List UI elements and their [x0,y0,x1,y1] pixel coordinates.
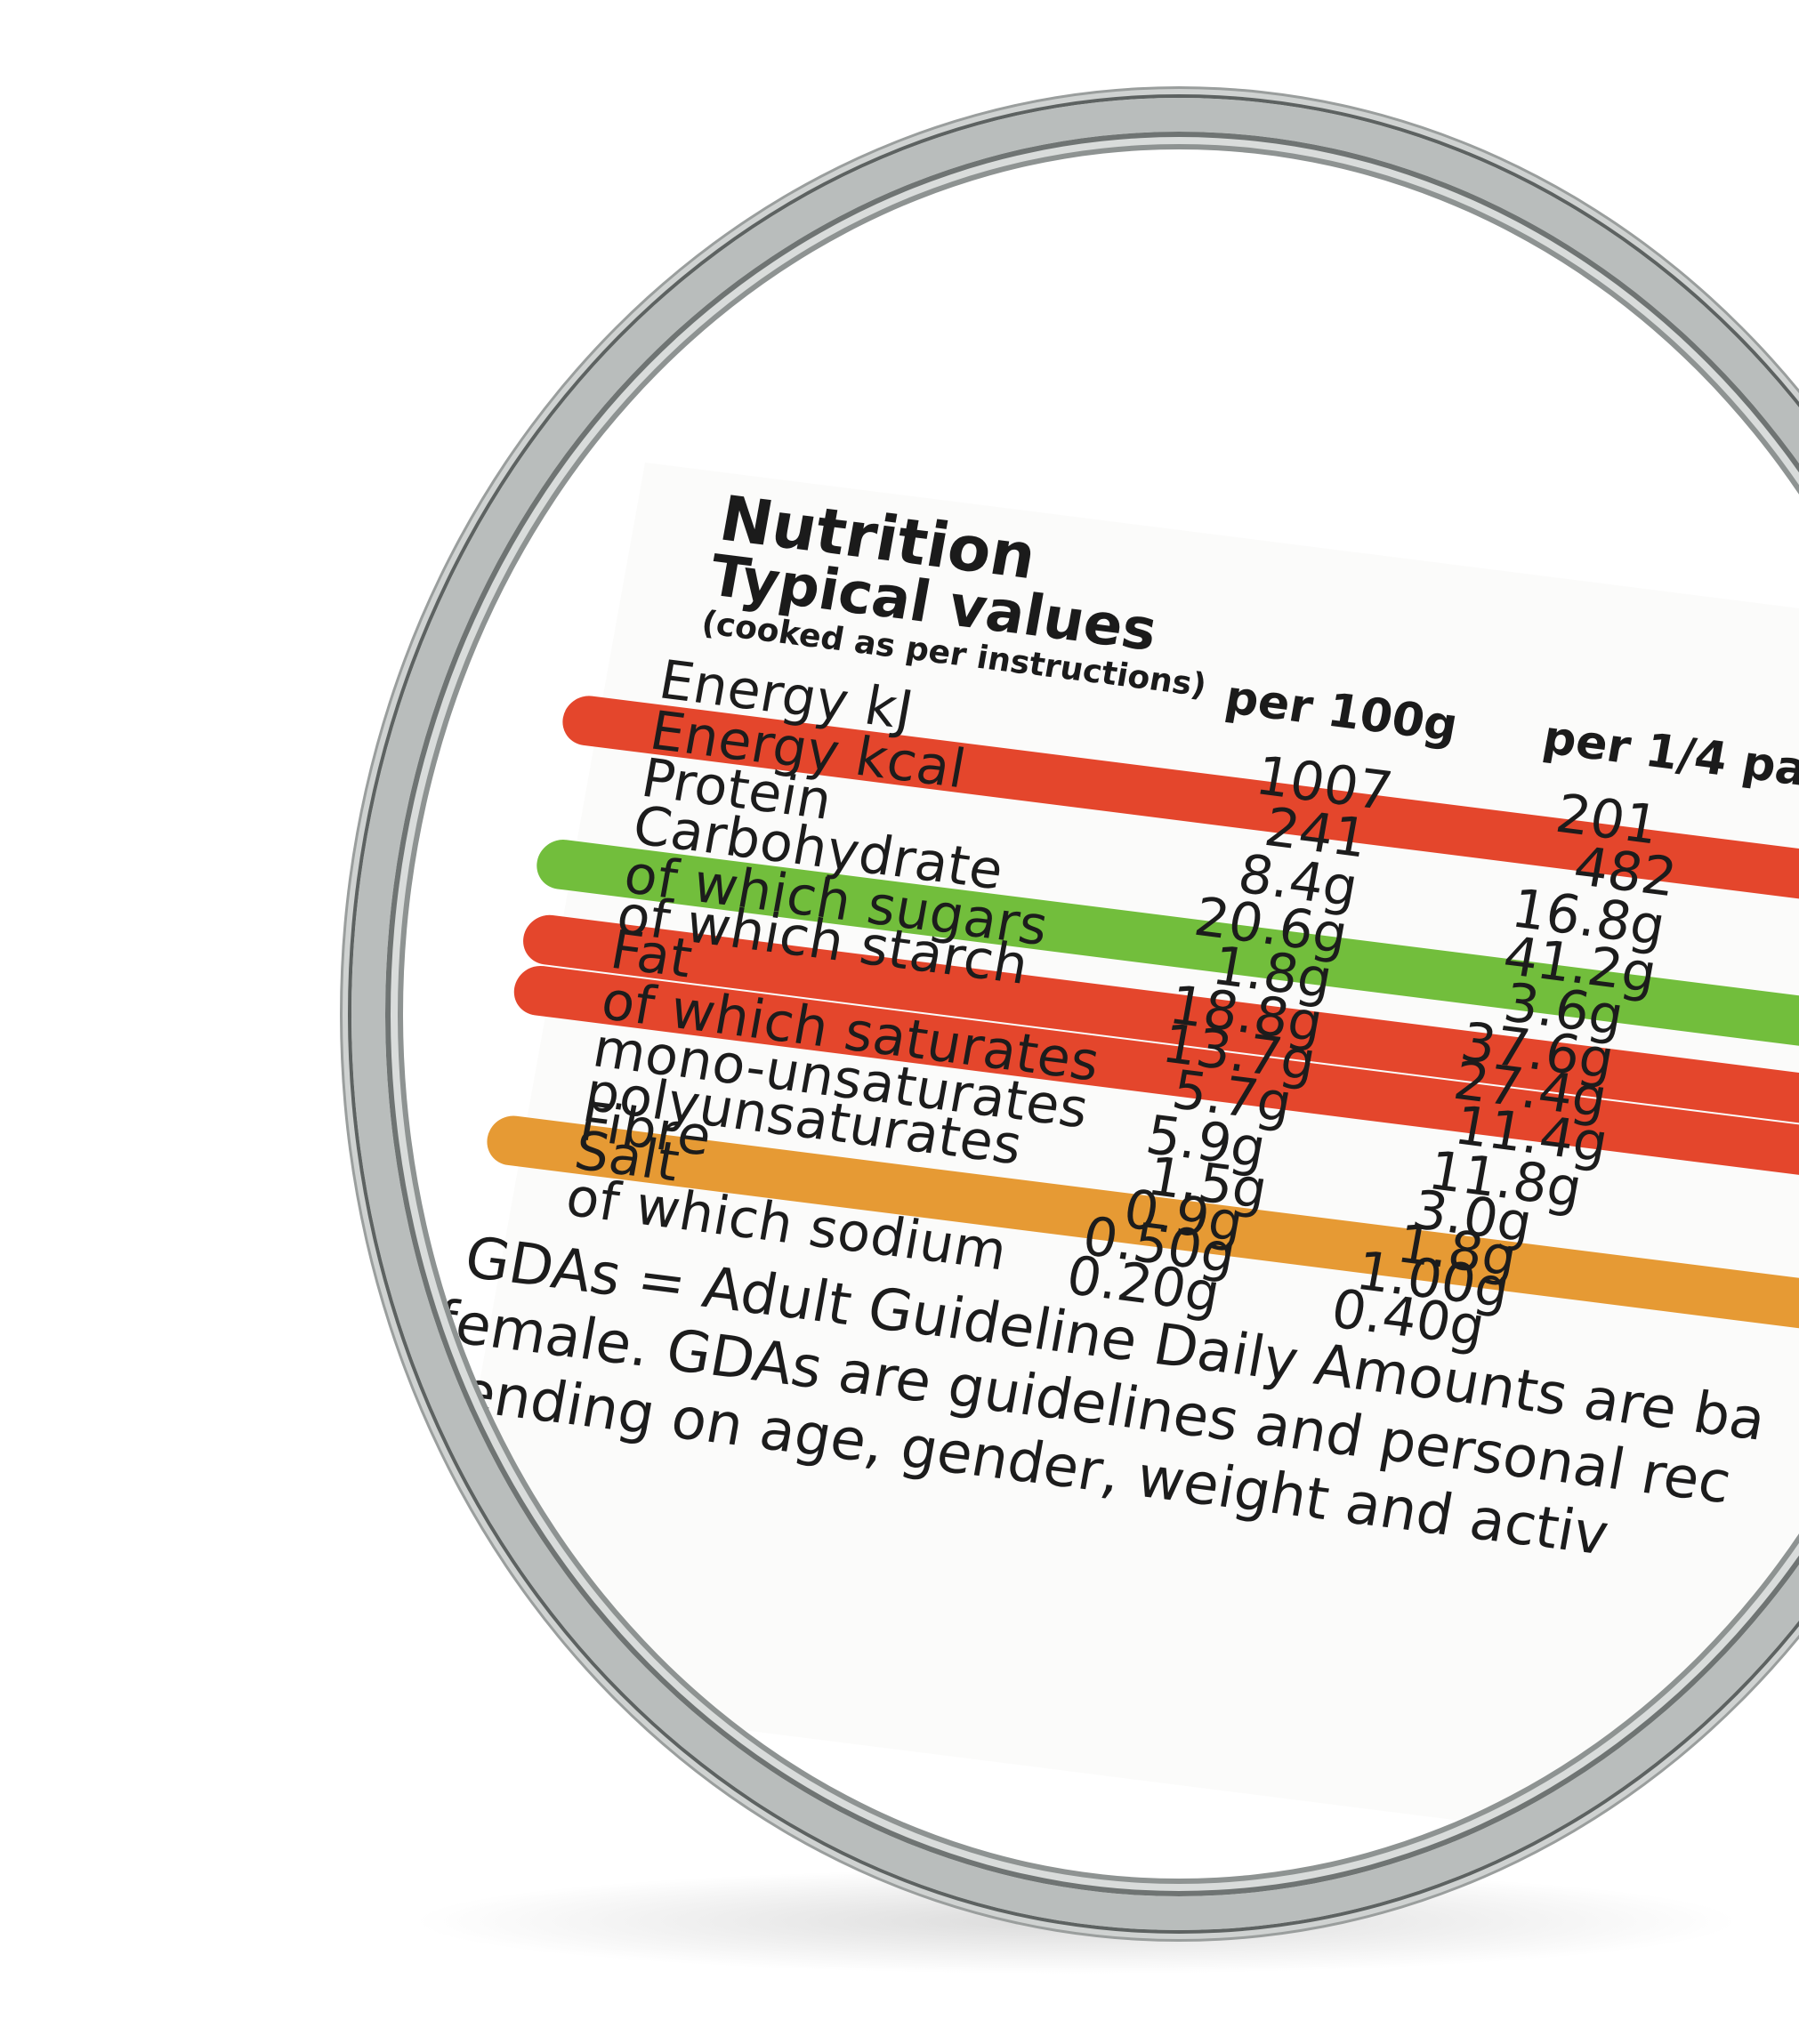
column-per-100g: per 100g [1221,671,1462,753]
magnifier-lens: Nutrition Typical values (cooked as per … [378,125,1799,1903]
nutrition-label: Nutrition Typical values (cooked as per … [419,463,1799,1879]
